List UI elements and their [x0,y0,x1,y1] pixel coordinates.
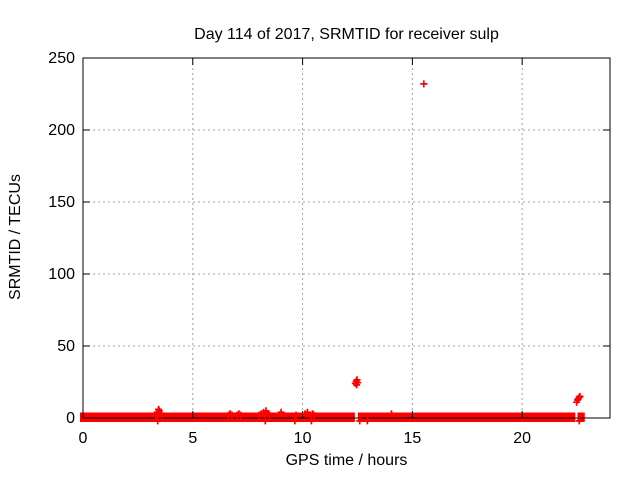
x-tick-label: 5 [188,430,197,447]
x-tick-label: 20 [513,430,531,447]
x-axis-label: GPS time / hours [285,452,408,469]
baseline-band-segment [357,412,576,422]
data-points-plus-markers [152,80,584,425]
x-tick-label: 10 [294,430,312,447]
plot-border [82,57,611,419]
y-tick-label: 100 [48,266,75,283]
y-tick-label: 0 [66,410,75,427]
y-tick-label: 200 [48,122,75,139]
y-tick-label: 250 [48,50,75,67]
x-tick-label: 15 [403,430,421,447]
chart-title: Day 114 of 2017, SRMTID for receiver sul… [194,26,499,43]
y-axis-label: SRMTID / TECUs [7,174,24,300]
x-tick-label: 0 [79,430,88,447]
baseline-band-segment [80,412,355,422]
y-tick-label: 50 [57,338,75,355]
baseline-band-segment [577,412,585,422]
y-tick-label: 150 [48,194,75,211]
